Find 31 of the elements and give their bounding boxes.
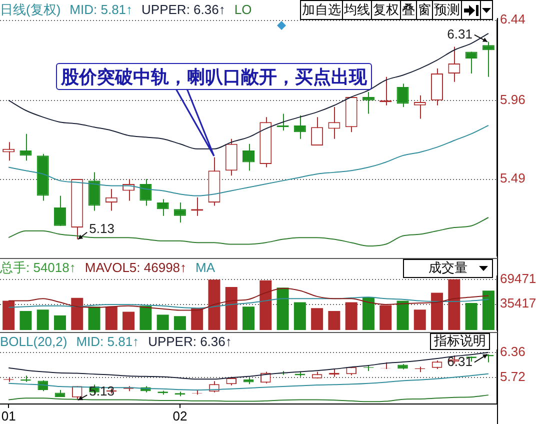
series-label: 总手: 54018↑ <box>0 259 76 276</box>
text: UPPER: 6.36↑ <box>148 333 232 350</box>
button: 成交量 <box>403 259 493 278</box>
text: MAVOL5: 46998↑ <box>84 259 187 276</box>
y-tick-label: 5.49 <box>500 170 526 186</box>
button: 均线 <box>342 0 372 20</box>
text: UPPER: 6.36↑ <box>142 1 226 18</box>
y-tick-label: 69471 <box>500 270 536 286</box>
annotation: 6.31 <box>447 354 472 369</box>
y-tick-label: 35417 <box>500 296 536 311</box>
text: MID: 5.81↑ <box>76 333 140 350</box>
button: 预测 <box>432 0 462 20</box>
button: 复权 <box>371 0 401 20</box>
text: MID: 5.81↑ <box>70 1 133 18</box>
button: 窗 <box>416 0 433 20</box>
button: 指标说明 <box>430 333 490 350</box>
y-tick-label: 6.44 <box>500 12 526 27</box>
chart-title: 日线(复权) <box>0 1 61 18</box>
x-tick-label: 01 <box>1 408 16 424</box>
x-tick-label: 02 <box>172 408 188 424</box>
y-tick-label: 5.96 <box>500 92 526 107</box>
text: LO <box>234 1 252 18</box>
button: 叠 <box>400 0 417 20</box>
text: MA <box>196 259 216 276</box>
annotation: 股价突破中轨，喇叭口敞开，买点出现 <box>56 63 372 90</box>
annotation: 5.13 <box>89 220 114 236</box>
button: 加自选 <box>300 0 343 20</box>
chart-title: BOLL(20,2) <box>0 333 68 350</box>
annotation: 6.31 <box>447 26 472 42</box>
y-tick-label: 6.36 <box>500 344 526 359</box>
y-tick-label: 5.72 <box>500 368 526 384</box>
